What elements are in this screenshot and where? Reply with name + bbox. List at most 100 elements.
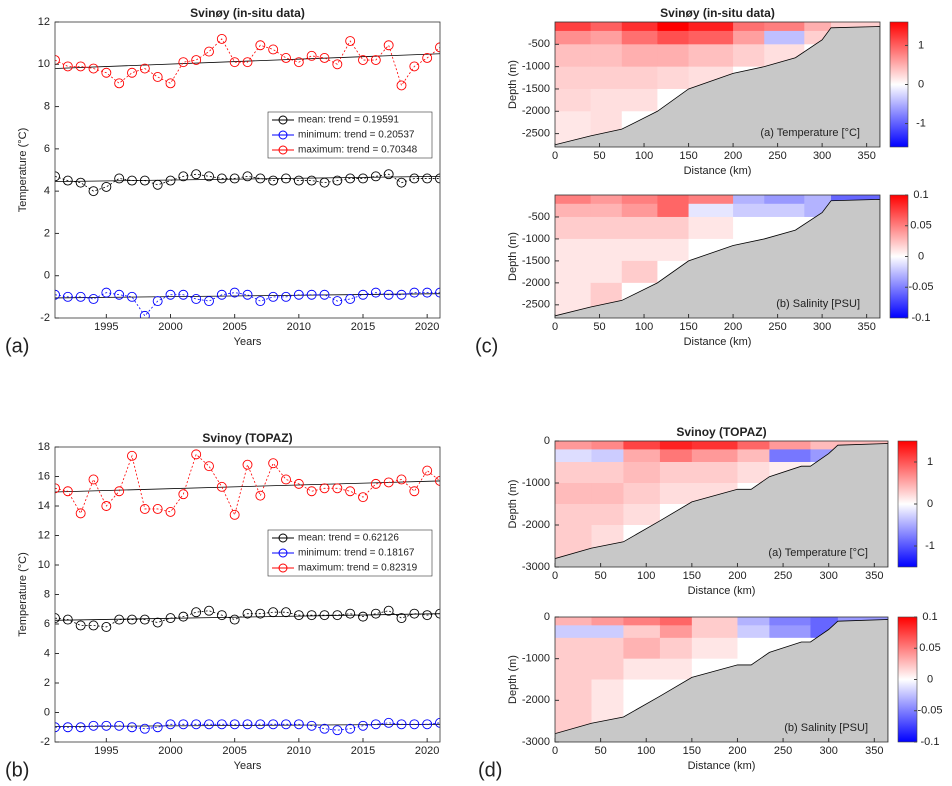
heat-cell — [621, 195, 658, 205]
data-point — [255, 719, 266, 730]
x-tick-label: 2005 — [222, 321, 246, 333]
y-tick-label: 2 — [44, 677, 50, 689]
y-axis-label: Temperature (°C) — [17, 552, 29, 636]
y-tick-label: 6 — [44, 143, 50, 155]
data-point — [345, 294, 356, 304]
heat-cell — [621, 22, 658, 32]
panel-label: (a) — [5, 335, 29, 357]
plot-area — [55, 449, 440, 736]
y-tick-label: -2000 — [522, 519, 550, 531]
y-tick-label: -1000 — [522, 61, 550, 73]
data-point — [242, 608, 253, 619]
heat-cell — [621, 216, 658, 240]
data-point — [55, 55, 60, 66]
heat-cell — [733, 216, 765, 240]
heat-cell — [691, 617, 738, 626]
axes-frame — [554, 616, 889, 743]
heat-cell — [659, 441, 693, 450]
data-point — [383, 605, 394, 616]
trend-line — [55, 293, 440, 299]
data-point — [165, 613, 176, 624]
data-point — [306, 610, 317, 621]
annotation: (b) Salinity [PSU] — [784, 722, 868, 734]
data-point — [127, 450, 137, 461]
heat-cell — [659, 483, 693, 505]
panel: -0.1 -0.05 0 0.05 0.1 (b) Salinity [PSU] 0 50 10… — [507, 611, 943, 772]
y-tick-label: 16 — [38, 470, 50, 482]
heat-cell — [688, 22, 734, 32]
data-point — [370, 719, 381, 730]
colorbar-tick-label: 0 — [927, 673, 933, 685]
data-point — [88, 63, 99, 74]
data-point — [88, 620, 99, 631]
heat-cell — [688, 216, 734, 240]
data-point — [229, 614, 240, 625]
data-point — [268, 44, 279, 55]
plot-area — [555, 195, 880, 318]
legend-marker — [278, 145, 288, 155]
data-point — [55, 289, 60, 300]
data-point — [281, 474, 291, 485]
data-point — [114, 289, 125, 300]
data-point — [281, 173, 291, 184]
heat-cell — [657, 216, 690, 240]
heat-cell — [804, 22, 832, 32]
heat-cell — [737, 625, 770, 639]
data-point — [178, 57, 189, 68]
data-point — [370, 287, 381, 298]
data-point — [114, 173, 125, 184]
data-point — [62, 291, 73, 302]
data-point — [88, 294, 99, 304]
data-point — [319, 177, 330, 188]
heat-cell — [555, 625, 592, 639]
data-point — [75, 291, 86, 302]
data-point — [370, 55, 381, 66]
data-point — [435, 42, 440, 53]
y-tick-label: -2 — [40, 736, 50, 748]
panel: (d) Svinoy (TOPAZ) -1 0 1 (a) Temperature [°C… — [478, 425, 935, 781]
y-axis-label: Depth (m) — [507, 655, 519, 704]
legend-marker — [278, 533, 288, 543]
heat-cell — [623, 483, 661, 505]
x-tick-label: 2000 — [158, 321, 182, 333]
data-point — [332, 59, 343, 70]
legend-marker — [278, 115, 288, 125]
heat-cell — [621, 44, 658, 68]
data-point — [281, 607, 291, 618]
x-tick-label: 2015 — [351, 745, 375, 757]
heat-cell — [555, 30, 592, 45]
data-point — [152, 504, 163, 514]
axes-frame — [554, 21, 881, 148]
heat-cell — [657, 22, 690, 32]
y-tick-label: -3000 — [522, 736, 550, 748]
data-point — [396, 613, 407, 624]
colorbar-tick-label: 0 — [918, 78, 924, 90]
data-point — [268, 458, 279, 469]
heat-cell — [688, 195, 734, 205]
series-line — [55, 292, 440, 317]
data-point — [178, 611, 189, 622]
data-point — [435, 717, 440, 728]
y-tick-label: -500 — [528, 211, 550, 223]
heat-cell — [659, 637, 693, 660]
x-tick-label: 200 — [724, 321, 742, 333]
x-tick-label: 350 — [865, 745, 883, 757]
heat-cell — [555, 260, 592, 284]
colorbar-tick-label: -0.1 — [912, 312, 931, 324]
seafloor — [555, 443, 888, 567]
x-tick-label: 2000 — [158, 745, 182, 757]
data-point — [281, 291, 291, 302]
heat-cell — [764, 195, 805, 205]
heat-cell — [691, 637, 738, 660]
x-tick-label: 50 — [593, 321, 605, 333]
panel: (b) Svinoy (TOPAZ) mean: trend = 0.62126 mi… — [5, 431, 441, 781]
data-point — [127, 614, 137, 625]
x-tick-label: 0 — [552, 321, 558, 333]
colorbar-tick-label: 0.05 — [919, 642, 940, 654]
heat-cell — [623, 637, 661, 660]
y-tick-label: 8 — [44, 100, 50, 112]
data-point — [165, 506, 176, 517]
data-point — [306, 175, 317, 186]
y-tick-label: 10 — [38, 559, 50, 571]
heat-cell — [831, 195, 880, 205]
